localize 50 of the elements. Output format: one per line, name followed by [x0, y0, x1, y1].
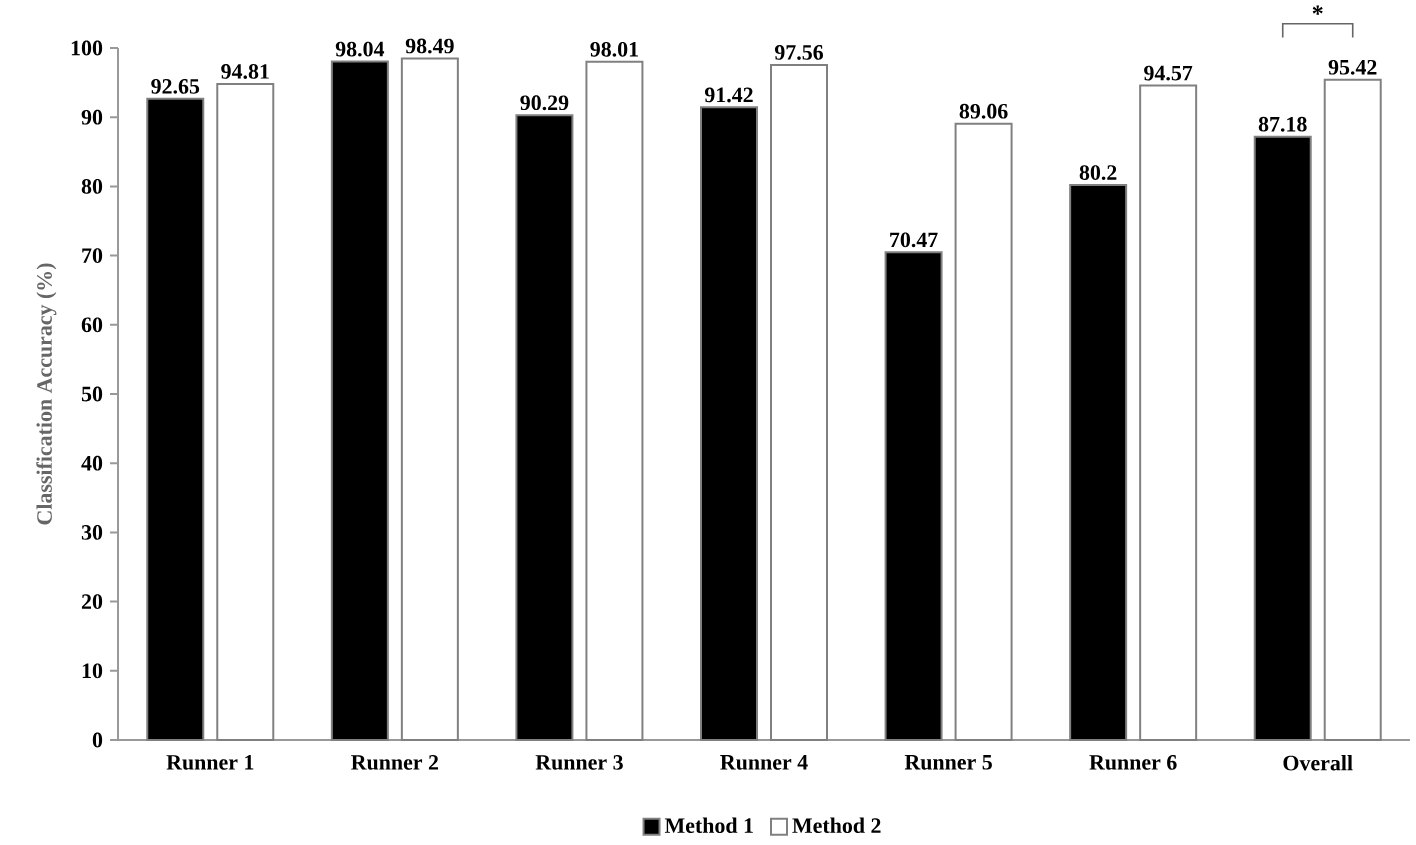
y-tick-label: 20 [81, 594, 103, 609]
x-tick-label: Overall [1283, 755, 1353, 771]
y-tick-label: 10 [82, 663, 103, 679]
data-label: 98.49 [405, 38, 454, 54]
bar [770, 63, 829, 741]
bar [954, 122, 1013, 741]
y-tick-label: 50 [81, 386, 103, 402]
y-tick-label: 100 [71, 40, 103, 56]
x-tick-label: Runner 1 [166, 755, 254, 770]
bar [700, 106, 759, 741]
y-tick-label: 30 [81, 525, 103, 540]
text: * [1312, 5, 1323, 15]
data-label: 92.65 [151, 79, 200, 94]
x-tick-label: Runner 3 [535, 755, 623, 770]
bar [146, 97, 205, 741]
bar [330, 60, 389, 741]
data-label: 80.2 [1079, 165, 1117, 181]
bar [1139, 84, 1198, 741]
x-tick-label: Runner 4 [720, 755, 808, 770]
bar [884, 251, 943, 741]
data-label: 95.42 [1328, 59, 1377, 75]
data-label: 97.56 [774, 45, 824, 60]
data-label: 91.42 [704, 87, 753, 103]
bar [515, 114, 574, 741]
y-tick-label: 40 [81, 455, 103, 471]
data-label: 89.06 [959, 103, 1008, 119]
data-label: 94.57 [1144, 65, 1193, 81]
y-tick-label: 70 [82, 248, 103, 263]
legend-label: Method 2 [792, 817, 881, 833]
legend-label: Method 1 [664, 817, 753, 833]
x-tick-label: Runner 6 [1089, 755, 1177, 770]
y-tick-label: 80 [81, 179, 103, 194]
data-label: 94.81 [221, 64, 269, 79]
data-label: 87.18 [1258, 116, 1307, 132]
x-tick-label: Runner 2 [351, 755, 439, 770]
bar [400, 57, 459, 741]
data-label: 70.47 [890, 232, 938, 248]
y-tick-label: 0 [92, 732, 103, 748]
bar [1253, 135, 1312, 741]
bar [585, 60, 644, 741]
data-label: 98.04 [335, 41, 385, 57]
data-label: 90.29 [520, 95, 569, 111]
bar [1069, 184, 1128, 741]
y-tick-label: 60 [81, 317, 103, 333]
y-axis-title: Classification Accuracy (%) [36, 263, 57, 525]
y-tick-label: 90 [81, 109, 103, 125]
x-tick-label: Runner 5 [904, 755, 992, 770]
bar [216, 82, 275, 741]
data-label: 98.01 [590, 41, 638, 57]
bar [1323, 78, 1382, 741]
